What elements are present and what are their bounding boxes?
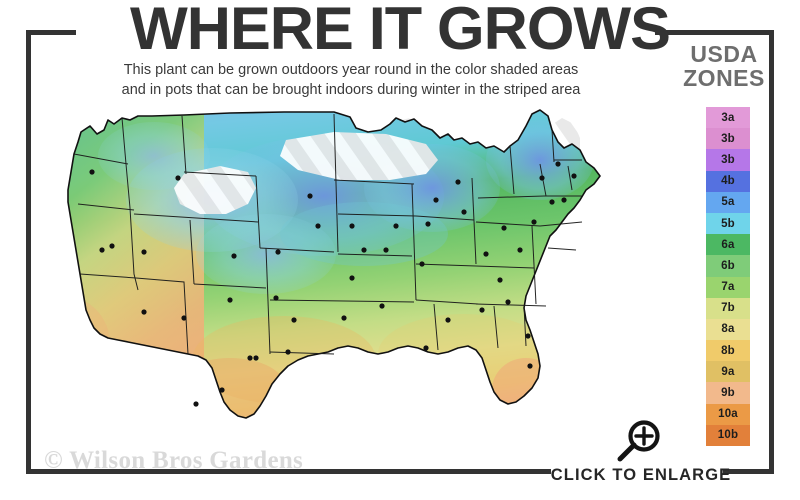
usda-zone-legend: 3a 3b 3b 4b 5a 5b 6a 6b 7a 7b 8a 8b 9a 9b 10a 10b [706,107,750,446]
subtitle-line-1: This plant can be grown outdoors year ro… [123,62,579,78]
zone-swatch-3b-1[interactable]: 3b [706,128,750,150]
zone-swatch-4b[interactable]: 4b [706,170,750,192]
zone-swatch-label: 9a [721,365,735,378]
frame-bottom-right-segment [723,469,774,474]
legend-heading-line-1: USDA [690,41,758,67]
map-svg [34,104,664,464]
zone-swatch-8a[interactable]: 8a [706,318,750,341]
zone-swatch-label: 3b [721,132,735,145]
frame-left-border [26,30,31,474]
magnifier-plus-svg [617,420,660,462]
magnifier-plus-icon[interactable] [616,419,664,463]
zone-swatch-label: 8b [721,344,735,357]
zone-swatch-label: 6a [721,238,735,251]
frame-top-left-segment [26,30,76,35]
zone-swatch-label: 3b [721,153,735,166]
zone-swatch-9b[interactable]: 9b [706,382,750,404]
click-to-enlarge-label[interactable]: CLICK TO ENLARGE [550,466,732,484]
zone-swatch-label: 10a [718,408,738,421]
legend-heading-line-2: ZONES [683,65,765,91]
frame-top-right-segment [655,30,774,35]
zone-swatch-8b[interactable]: 8b [706,340,750,362]
frame-bottom-left-segment [26,469,551,474]
city-dots [89,161,577,407]
zone-swatch-3a[interactable]: 3a [706,107,750,129]
zone-swatch-7b[interactable]: 7b [706,297,750,319]
zone-swatch-7a[interactable]: 7a [706,276,750,298]
zone-swatch-label: 9b [721,387,735,400]
subtitle-line-2: and in pots that can be brought indoors … [121,82,581,98]
zone-swatch-label: 7b [721,302,735,315]
zone-swatch-label: 6b [721,259,735,272]
state-borders [73,113,583,355]
zone-swatch-3b-2[interactable]: 3b [706,149,750,171]
page-title: WHERE IT GROWS [130,0,671,62]
zone-swatch-10b[interactable]: 10b [706,424,750,446]
zone-swatch-label: 5a [721,196,735,209]
subtitle-text: This plant can be grown outdoors year ro… [46,60,656,100]
frame-right-border [769,30,774,474]
zone-swatch-label: 7a [721,281,735,294]
usda-zone-map[interactable] [34,104,664,464]
zone-swatch-label: 8a [721,323,735,336]
zone-swatch-6a[interactable]: 6a [706,234,750,256]
watermark-credit: © Wilson Bros Gardens [44,447,304,474]
zone-swatch-label: 3a [721,111,735,124]
zone-swatch-6b[interactable]: 6b [706,255,750,277]
zone-swatch-label: 5b [721,217,735,230]
zone-swatch-5b[interactable]: 5b [706,212,750,235]
legend-heading: USDA ZONES [664,42,784,90]
zone-swatch-5a[interactable]: 5a [706,191,750,213]
zone-swatch-9a[interactable]: 9a [706,361,750,383]
zone-swatch-label: 10b [717,429,739,442]
zone-swatch-10a[interactable]: 10a [706,403,750,425]
zone-swatch-label: 4b [721,175,735,188]
